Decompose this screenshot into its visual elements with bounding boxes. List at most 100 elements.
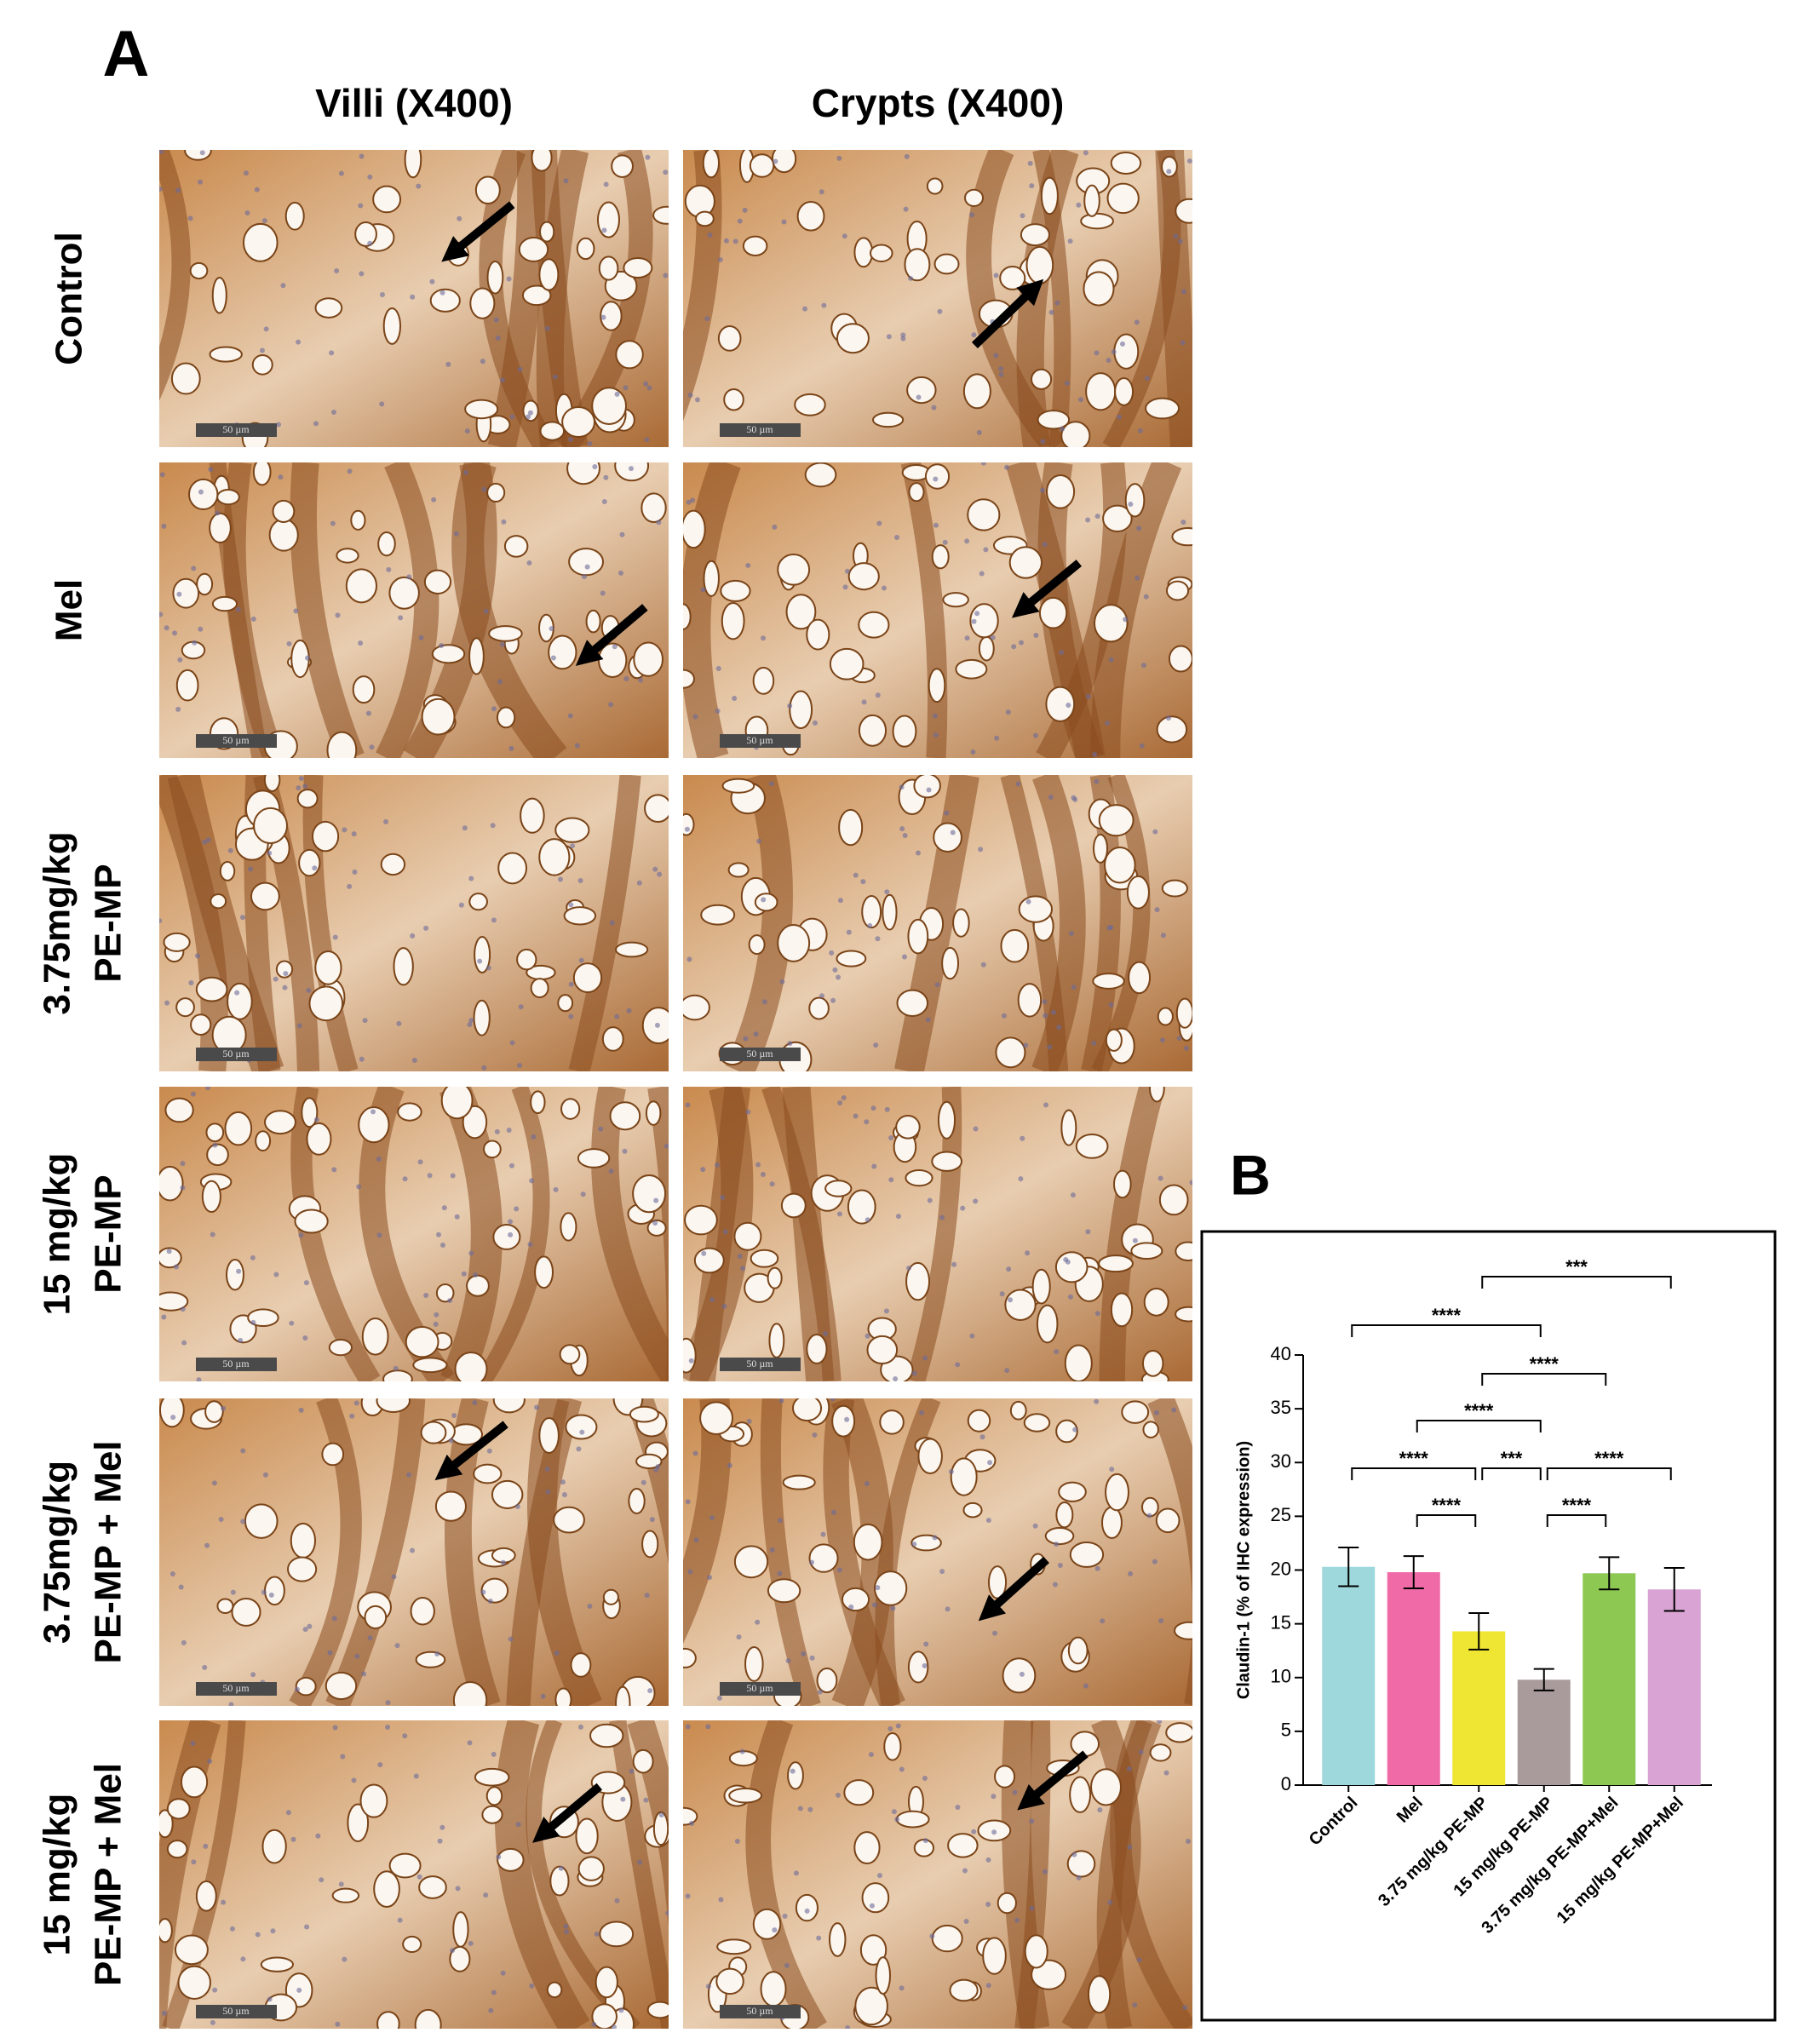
nucleus (979, 1434, 985, 1440)
goblet-cell (405, 1325, 439, 1358)
nucleus (587, 440, 593, 446)
nucleus (286, 640, 292, 646)
scale-bar (196, 423, 277, 437)
goblet-cell (358, 1106, 390, 1144)
significance-label: *** (1565, 1256, 1588, 1278)
tissue-streak (1155, 150, 1192, 447)
goblet-cell (159, 1291, 189, 1312)
nucleus (694, 397, 700, 403)
scale-bar (196, 1048, 277, 1061)
nucleus (888, 1134, 894, 1140)
nucleus (1144, 376, 1150, 382)
scale-bar (720, 423, 801, 437)
micrograph: 50 µm (683, 1720, 1192, 2029)
nucleus (1153, 1410, 1159, 1415)
nucleus (888, 1725, 893, 1731)
nucleus (342, 1956, 348, 1962)
goblet-cell (895, 1810, 930, 1829)
nucleus (1020, 1135, 1025, 1141)
goblet-cell (263, 1576, 285, 1606)
goblet-cell (895, 1115, 921, 1140)
nucleus (1180, 520, 1186, 525)
nucleus (1136, 525, 1142, 531)
goblet-cell (995, 1036, 1026, 1069)
nucleus (723, 238, 729, 244)
goblet-cell (683, 1806, 698, 1826)
nucleus (250, 1255, 256, 1260)
tissue-streak (647, 1087, 669, 1381)
goblet-cell (633, 641, 663, 677)
goblet-cell (284, 201, 305, 231)
goblet-cell (733, 1221, 762, 1251)
nucleus (491, 1989, 497, 1995)
nucleus (689, 1820, 695, 1826)
goblet-cell (1092, 973, 1125, 990)
goblet-cell (1121, 1400, 1150, 1424)
nucleus (273, 1272, 279, 1278)
goblet-cell (1080, 212, 1114, 230)
nucleus (601, 227, 607, 233)
goblet-cell (272, 499, 296, 524)
nucleus (916, 850, 922, 856)
nucleus (985, 1518, 991, 1524)
goblet-cell (1020, 223, 1050, 247)
nucleus (1119, 341, 1125, 347)
goblet-cell (227, 982, 253, 1020)
goblet-cell (952, 908, 970, 938)
goblet-cell (534, 1255, 554, 1289)
goblet-cell (418, 1875, 447, 1899)
nucleus (434, 1651, 440, 1657)
goblet-cell (1124, 483, 1146, 518)
goblet-cell (804, 462, 837, 488)
nucleus (636, 880, 642, 886)
nucleus (899, 1985, 905, 1991)
nucleus (529, 1178, 535, 1184)
goblet-cell (720, 579, 751, 602)
nucleus (516, 1062, 522, 1068)
nucleus (1135, 575, 1140, 581)
nucleus (267, 850, 273, 856)
nucleus (964, 538, 970, 544)
tissue-streak (683, 1398, 732, 1644)
nucleus (377, 1762, 383, 1768)
nucleus (903, 206, 909, 212)
goblet-cell (806, 1334, 828, 1364)
tissue-streak (1147, 1398, 1192, 1705)
goblet-cell (1040, 176, 1059, 215)
error-bar (1663, 1566, 1685, 1612)
goblet-cell (768, 1323, 785, 1358)
nucleus (210, 1232, 215, 1237)
goblet-cell (434, 1490, 467, 1522)
row-label: PE-MP + Mel (88, 1763, 129, 1986)
goblet-cell (189, 261, 209, 280)
nucleus (500, 1970, 506, 1976)
goblet-cell (831, 1404, 856, 1438)
goblet-cell (841, 1587, 870, 1612)
nucleus (506, 1128, 512, 1134)
goblet-cell (549, 1865, 570, 1897)
goblet-cell (717, 324, 742, 352)
goblet-cell (159, 1809, 174, 1839)
nucleus (296, 1023, 302, 1029)
nucleus (1146, 1513, 1152, 1519)
goblet-cell (767, 1578, 801, 1604)
nucleus (175, 187, 181, 193)
goblet-cell (905, 1168, 933, 1187)
goblet-cell (931, 544, 950, 570)
bar (1452, 1631, 1506, 1785)
goblet-cell (410, 1597, 435, 1626)
goblet-cell (1058, 1481, 1087, 1502)
nucleus (549, 626, 554, 632)
goblet-cell (1175, 198, 1192, 224)
goblet-cell (372, 185, 402, 214)
nucleus (955, 1362, 961, 1368)
goblet-cell (1175, 1306, 1192, 1323)
nucleus (402, 1733, 408, 1739)
nucleus (416, 1874, 422, 1880)
nucleus (629, 1768, 635, 1774)
goblet-cell (683, 994, 710, 1021)
nucleus (884, 889, 890, 895)
nucleus (463, 469, 469, 475)
bar (1322, 1566, 1376, 1785)
nucleus (1180, 289, 1186, 295)
